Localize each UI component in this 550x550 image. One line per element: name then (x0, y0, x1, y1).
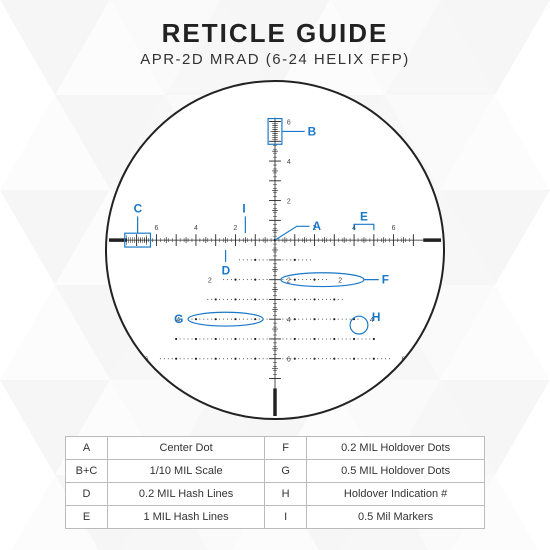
svg-text:6: 6 (287, 357, 291, 364)
svg-text:6: 6 (392, 225, 396, 232)
legend-key: D (66, 483, 108, 506)
legend-key: E (66, 506, 108, 529)
annotation-e: E (360, 209, 368, 223)
svg-text:4: 4 (194, 225, 198, 232)
legend-value: 0.5 Mil Markers (307, 506, 485, 529)
legend-key: B+C (66, 460, 108, 483)
svg-text:4: 4 (287, 317, 291, 324)
table-row: B+C 1/10 MIL Scale G 0.5 MIL Holdover Do… (66, 460, 485, 483)
svg-text:2: 2 (234, 225, 238, 232)
legend-value: 0.2 MIL Hash Lines (108, 483, 265, 506)
annotation-a: A (313, 219, 322, 233)
legend-value: 1 MIL Hash Lines (108, 506, 265, 529)
legend-key: F (265, 437, 307, 460)
page-subtitle: APR-2D MRAD (6-24 HELIX FFP) (140, 51, 410, 68)
svg-text:6: 6 (145, 357, 149, 364)
svg-text:2: 2 (208, 278, 212, 285)
svg-text:6: 6 (287, 119, 291, 126)
svg-text:6: 6 (154, 225, 158, 232)
legend-key: G (265, 460, 307, 483)
annotation-b: B (308, 124, 317, 138)
svg-text:2: 2 (338, 278, 342, 285)
svg-text:6: 6 (401, 357, 405, 364)
annotation-f: F (382, 273, 389, 287)
annotation-c: C (134, 201, 143, 215)
table-row: E 1 MIL Hash Lines I 0.5 Mil Markers (66, 506, 485, 529)
legend-value: 0.5 MIL Holdover Dots (307, 460, 485, 483)
annotation-d: D (222, 264, 231, 278)
legend-key: I (265, 506, 307, 529)
annotation-i: I (242, 201, 245, 215)
legend-value: 0.2 MIL Holdover Dots (307, 437, 485, 460)
legend-key: A (66, 437, 108, 460)
legend-key: H (265, 483, 307, 506)
table-row: A Center Dot F 0.2 MIL Holdover Dots (66, 437, 485, 460)
reticle-diagram: 642246642246224466 A B C D (105, 80, 445, 420)
table-row: D 0.2 MIL Hash Lines H Holdover Indicati… (66, 483, 485, 506)
legend-value: Holdover Indication # (307, 483, 485, 506)
legend-value: 1/10 MIL Scale (108, 460, 265, 483)
svg-text:2: 2 (287, 199, 291, 206)
legend-table: A Center Dot F 0.2 MIL Holdover Dots B+C… (65, 436, 485, 529)
annotation-g: G (174, 312, 183, 326)
legend-value: Center Dot (108, 437, 265, 460)
annotation-h: H (372, 310, 381, 324)
page-title: RETICLE GUIDE (162, 18, 389, 49)
svg-text:4: 4 (287, 159, 291, 166)
